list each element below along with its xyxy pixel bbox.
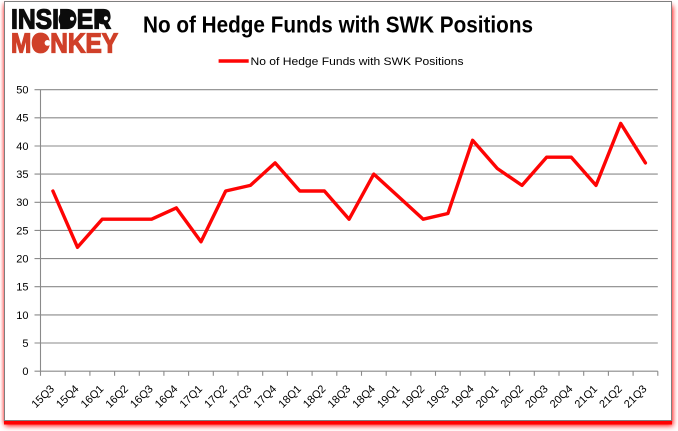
svg-text:19Q2: 19Q2 — [400, 383, 428, 411]
svg-text:20: 20 — [16, 254, 28, 266]
svg-text:0: 0 — [22, 366, 28, 378]
svg-text:16Q3: 16Q3 — [128, 383, 156, 411]
svg-text:16Q1: 16Q1 — [79, 383, 107, 411]
svg-text:15: 15 — [16, 282, 28, 294]
svg-text:17Q2: 17Q2 — [202, 383, 230, 411]
svg-text:25: 25 — [16, 225, 28, 237]
svg-text:40: 40 — [16, 141, 28, 153]
svg-text:15Q3: 15Q3 — [29, 383, 57, 411]
svg-text:20Q2: 20Q2 — [499, 383, 527, 411]
svg-text:21Q3: 21Q3 — [622, 383, 650, 411]
svg-text:17Q1: 17Q1 — [178, 383, 206, 411]
svg-text:20Q3: 20Q3 — [523, 383, 551, 411]
svg-text:45: 45 — [16, 113, 28, 125]
svg-text:16Q4: 16Q4 — [153, 383, 181, 411]
svg-text:18Q4: 18Q4 — [350, 383, 378, 411]
svg-text:10: 10 — [16, 310, 28, 322]
svg-text:15Q4: 15Q4 — [54, 383, 82, 411]
svg-text:No of Hedge Funds with SWK Pos: No of Hedge Funds with SWK Positions — [251, 56, 465, 68]
svg-text:19Q3: 19Q3 — [424, 383, 452, 411]
svg-text:No of Hedge Funds with SWK Pos: No of Hedge Funds with SWK Positions — [143, 12, 533, 38]
svg-text:20Q1: 20Q1 — [474, 383, 502, 411]
svg-text:MONKEY: MONKEY — [11, 28, 118, 59]
svg-text:21Q2: 21Q2 — [597, 383, 625, 411]
svg-text:30: 30 — [16, 197, 28, 209]
svg-text:16Q2: 16Q2 — [103, 383, 131, 411]
svg-text:35: 35 — [16, 169, 28, 181]
svg-text:19Q1: 19Q1 — [375, 383, 403, 411]
svg-text:50: 50 — [16, 85, 28, 97]
svg-text:17Q3: 17Q3 — [227, 383, 255, 411]
svg-text:5: 5 — [22, 338, 28, 350]
svg-text:18Q2: 18Q2 — [301, 383, 329, 411]
svg-text:19Q4: 19Q4 — [449, 383, 477, 411]
svg-text:20Q4: 20Q4 — [548, 383, 576, 411]
svg-text:18Q3: 18Q3 — [326, 383, 354, 411]
svg-text:18Q1: 18Q1 — [276, 383, 304, 411]
svg-text:21Q1: 21Q1 — [573, 383, 601, 411]
svg-text:17Q4: 17Q4 — [252, 383, 280, 411]
